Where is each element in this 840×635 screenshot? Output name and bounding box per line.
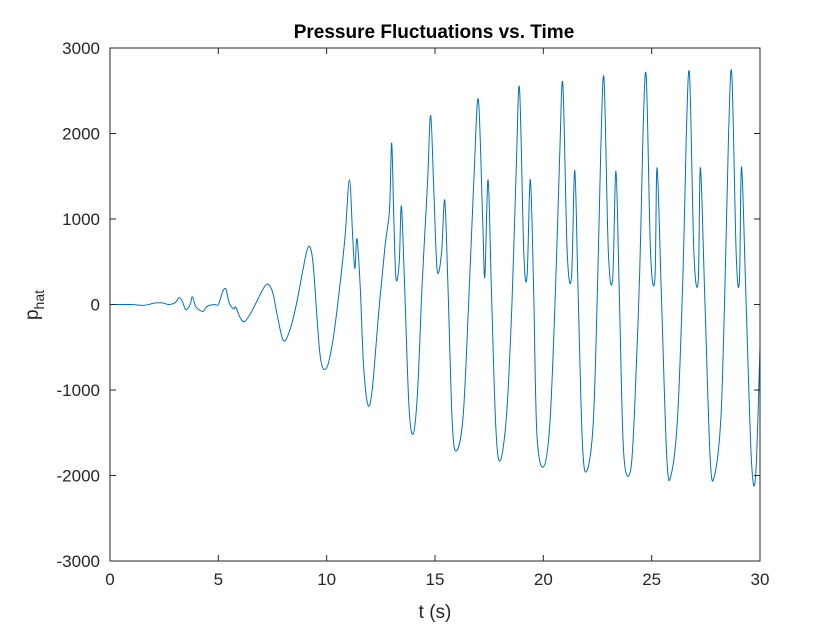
plot-area	[110, 48, 760, 561]
series-line-0	[109, 69, 761, 487]
y-tick-label: 2000	[62, 125, 100, 144]
y-tick-label: 1000	[62, 210, 100, 229]
chart-title: Pressure Fluctuations vs. Time	[294, 22, 575, 43]
x-tick-label: 5	[214, 570, 223, 589]
y-tick-label: -1000	[57, 381, 100, 400]
y-axis-label-subscript: hat	[31, 290, 47, 310]
x-tick-label: 15	[426, 570, 445, 589]
x-tick-label: 30	[751, 570, 770, 589]
y-tick-label: -2000	[57, 467, 100, 486]
tick-layer: 0 5 10 15 20 25 30 -3000 -2000 -1000 0 1000 2000 3000	[57, 39, 770, 589]
x-axis-label: t (s)	[419, 602, 452, 623]
y-axis-label: phat	[22, 290, 47, 320]
series-layer	[109, 69, 761, 487]
x-tick-label: 0	[105, 570, 114, 589]
y-axis-label-main: p	[22, 309, 43, 320]
y-tick-label: 3000	[62, 39, 100, 58]
x-tick-label: 25	[642, 570, 661, 589]
y-tick-label: -3000	[57, 552, 100, 571]
y-tick-label: 0	[91, 296, 100, 315]
x-tick-label: 10	[317, 570, 336, 589]
axes-box	[109, 47, 761, 562]
x-tick-label: 20	[534, 570, 553, 589]
